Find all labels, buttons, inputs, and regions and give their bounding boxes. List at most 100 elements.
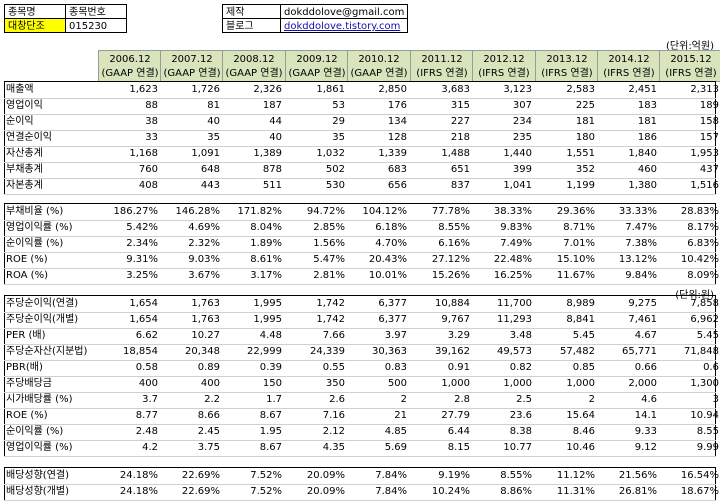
table-cell[interactable]: 3.7	[142, 394, 158, 405]
table-cell[interactable]: 6,962	[690, 314, 719, 325]
table-cell[interactable]: 3.17%	[250, 270, 282, 281]
table-cell[interactable]: 1,199	[566, 180, 595, 191]
table-cell[interactable]: 8,989	[566, 298, 595, 309]
table-cell[interactable]: 400	[138, 378, 158, 389]
table-cell[interactable]: 2,850	[378, 84, 407, 95]
table-cell[interactable]: 16.25%	[493, 270, 532, 281]
table-cell[interactable]: 183	[637, 100, 657, 111]
table-cell[interactable]: 49,573	[497, 346, 532, 357]
table-cell[interactable]: 1.7	[266, 394, 282, 405]
table-cell[interactable]: 1,995	[253, 314, 282, 325]
table-cell[interactable]: 648	[200, 164, 220, 175]
table-cell[interactable]: 7.66	[322, 330, 345, 341]
table-cell[interactable]: 225	[575, 100, 595, 111]
table-cell[interactable]: 1,654	[129, 298, 158, 309]
table-cell[interactable]: 9.83%	[500, 222, 532, 233]
table-cell[interactable]: 20.43%	[368, 254, 407, 265]
table-cell[interactable]: 7.49%	[500, 238, 532, 249]
table-cell[interactable]: 189	[699, 100, 719, 111]
table-cell[interactable]: 11.31%	[556, 486, 595, 497]
table-cell[interactable]: 1,091	[191, 148, 220, 159]
table-cell[interactable]: 186	[637, 132, 657, 143]
table-cell[interactable]: 77.78%	[431, 206, 470, 217]
table-cell[interactable]: 315	[450, 100, 470, 111]
table-cell[interactable]: 227	[450, 116, 470, 127]
table-cell[interactable]: 2,000	[628, 378, 657, 389]
table-cell[interactable]: 878	[262, 164, 282, 175]
table-cell[interactable]: 7.52%	[250, 470, 282, 481]
table-cell[interactable]: 4.67	[634, 330, 657, 341]
table-cell[interactable]: 11.12%	[556, 470, 595, 481]
table-cell[interactable]: 9.31%	[126, 254, 158, 265]
table-cell[interactable]: 352	[575, 164, 595, 175]
table-cell[interactable]: 38	[145, 116, 158, 127]
table-cell[interactable]: 3.25%	[126, 270, 158, 281]
table-cell[interactable]: 1.89%	[250, 238, 282, 249]
table-cell[interactable]: 21.56%	[618, 470, 657, 481]
table-cell[interactable]: 53	[332, 100, 345, 111]
table-cell[interactable]: 1,742	[316, 298, 345, 309]
table-cell[interactable]: 8.67	[259, 410, 282, 421]
table-cell[interactable]: 128	[387, 132, 407, 143]
table-cell[interactable]: 16.54%	[680, 470, 719, 481]
table-cell[interactable]: 1,000	[503, 378, 532, 389]
table-cell[interactable]: 1,516	[690, 180, 719, 191]
table-cell[interactable]: 35	[207, 132, 220, 143]
table-cell[interactable]: 350	[325, 378, 345, 389]
table-cell[interactable]: 20,348	[185, 346, 220, 357]
table-cell[interactable]: 6.44	[447, 426, 470, 437]
table-cell[interactable]: 1,861	[316, 84, 345, 95]
table-cell[interactable]: 1,623	[129, 84, 158, 95]
table-cell[interactable]: 35	[332, 132, 345, 143]
table-cell[interactable]: 1,168	[129, 148, 158, 159]
table-cell[interactable]: 443	[200, 180, 220, 191]
blog-link-text[interactable]: dokddolove.tistory.com	[284, 21, 401, 32]
table-cell[interactable]: 146.28%	[175, 206, 221, 217]
table-cell[interactable]: 7.01%	[563, 238, 595, 249]
table-cell[interactable]: 150	[262, 378, 282, 389]
table-cell[interactable]: 1,840	[628, 148, 657, 159]
table-cell[interactable]: 26.81%	[618, 486, 657, 497]
table-cell[interactable]: 29	[332, 116, 345, 127]
table-cell[interactable]: 0.91	[447, 362, 470, 373]
table-cell[interactable]: 2	[588, 394, 595, 405]
table-cell[interactable]: 2.34%	[126, 238, 158, 249]
table-cell[interactable]: 8.17%	[687, 222, 719, 233]
table-cell[interactable]: 0.6	[703, 362, 719, 373]
table-cell[interactable]: 18.67%	[680, 486, 719, 497]
table-cell[interactable]: 6,377	[378, 298, 407, 309]
table-cell[interactable]: 33.33%	[618, 206, 657, 217]
table-cell[interactable]: 6,377	[378, 314, 407, 325]
table-cell[interactable]: 530	[325, 180, 345, 191]
table-cell[interactable]: 5.45	[572, 330, 595, 341]
table-cell[interactable]: 10.42%	[680, 254, 719, 265]
table-cell[interactable]: 3,683	[441, 84, 470, 95]
table-cell[interactable]: 9.33	[634, 426, 657, 437]
table-cell[interactable]: 1,551	[566, 148, 595, 159]
table-cell[interactable]: 1,041	[503, 180, 532, 191]
table-cell[interactable]: 11,293	[497, 314, 532, 325]
table-cell[interactable]: 760	[138, 164, 158, 175]
table-cell[interactable]: 71,848	[684, 346, 719, 357]
table-cell[interactable]: 0.82	[509, 362, 532, 373]
table-cell[interactable]: 7.47%	[625, 222, 657, 233]
table-cell[interactable]: 11,700	[497, 298, 532, 309]
table-cell[interactable]: 28.83%	[680, 206, 719, 217]
table-cell[interactable]: 6.18%	[375, 222, 407, 233]
table-cell[interactable]: 10.01%	[368, 270, 407, 281]
stock-name-cell[interactable]: 대창단조	[4, 18, 66, 33]
table-cell[interactable]: 9.19%	[438, 470, 470, 481]
table-cell[interactable]: 437	[699, 164, 719, 175]
table-cell[interactable]: 2.32%	[188, 238, 220, 249]
table-cell[interactable]: 1,654	[129, 314, 158, 325]
table-cell[interactable]: 20.09%	[306, 470, 345, 481]
table-cell[interactable]: 8.38	[509, 426, 532, 437]
table-cell[interactable]: 1,763	[191, 298, 220, 309]
table-cell[interactable]: 8.86%	[500, 486, 532, 497]
table-cell[interactable]: 4.70%	[375, 238, 407, 249]
table-cell[interactable]: 3,123	[503, 84, 532, 95]
table-cell[interactable]: 6.62	[135, 330, 158, 341]
table-cell[interactable]: 8.61%	[250, 254, 282, 265]
table-cell[interactable]: 8.55%	[500, 470, 532, 481]
table-cell[interactable]: 5.69	[384, 442, 407, 453]
